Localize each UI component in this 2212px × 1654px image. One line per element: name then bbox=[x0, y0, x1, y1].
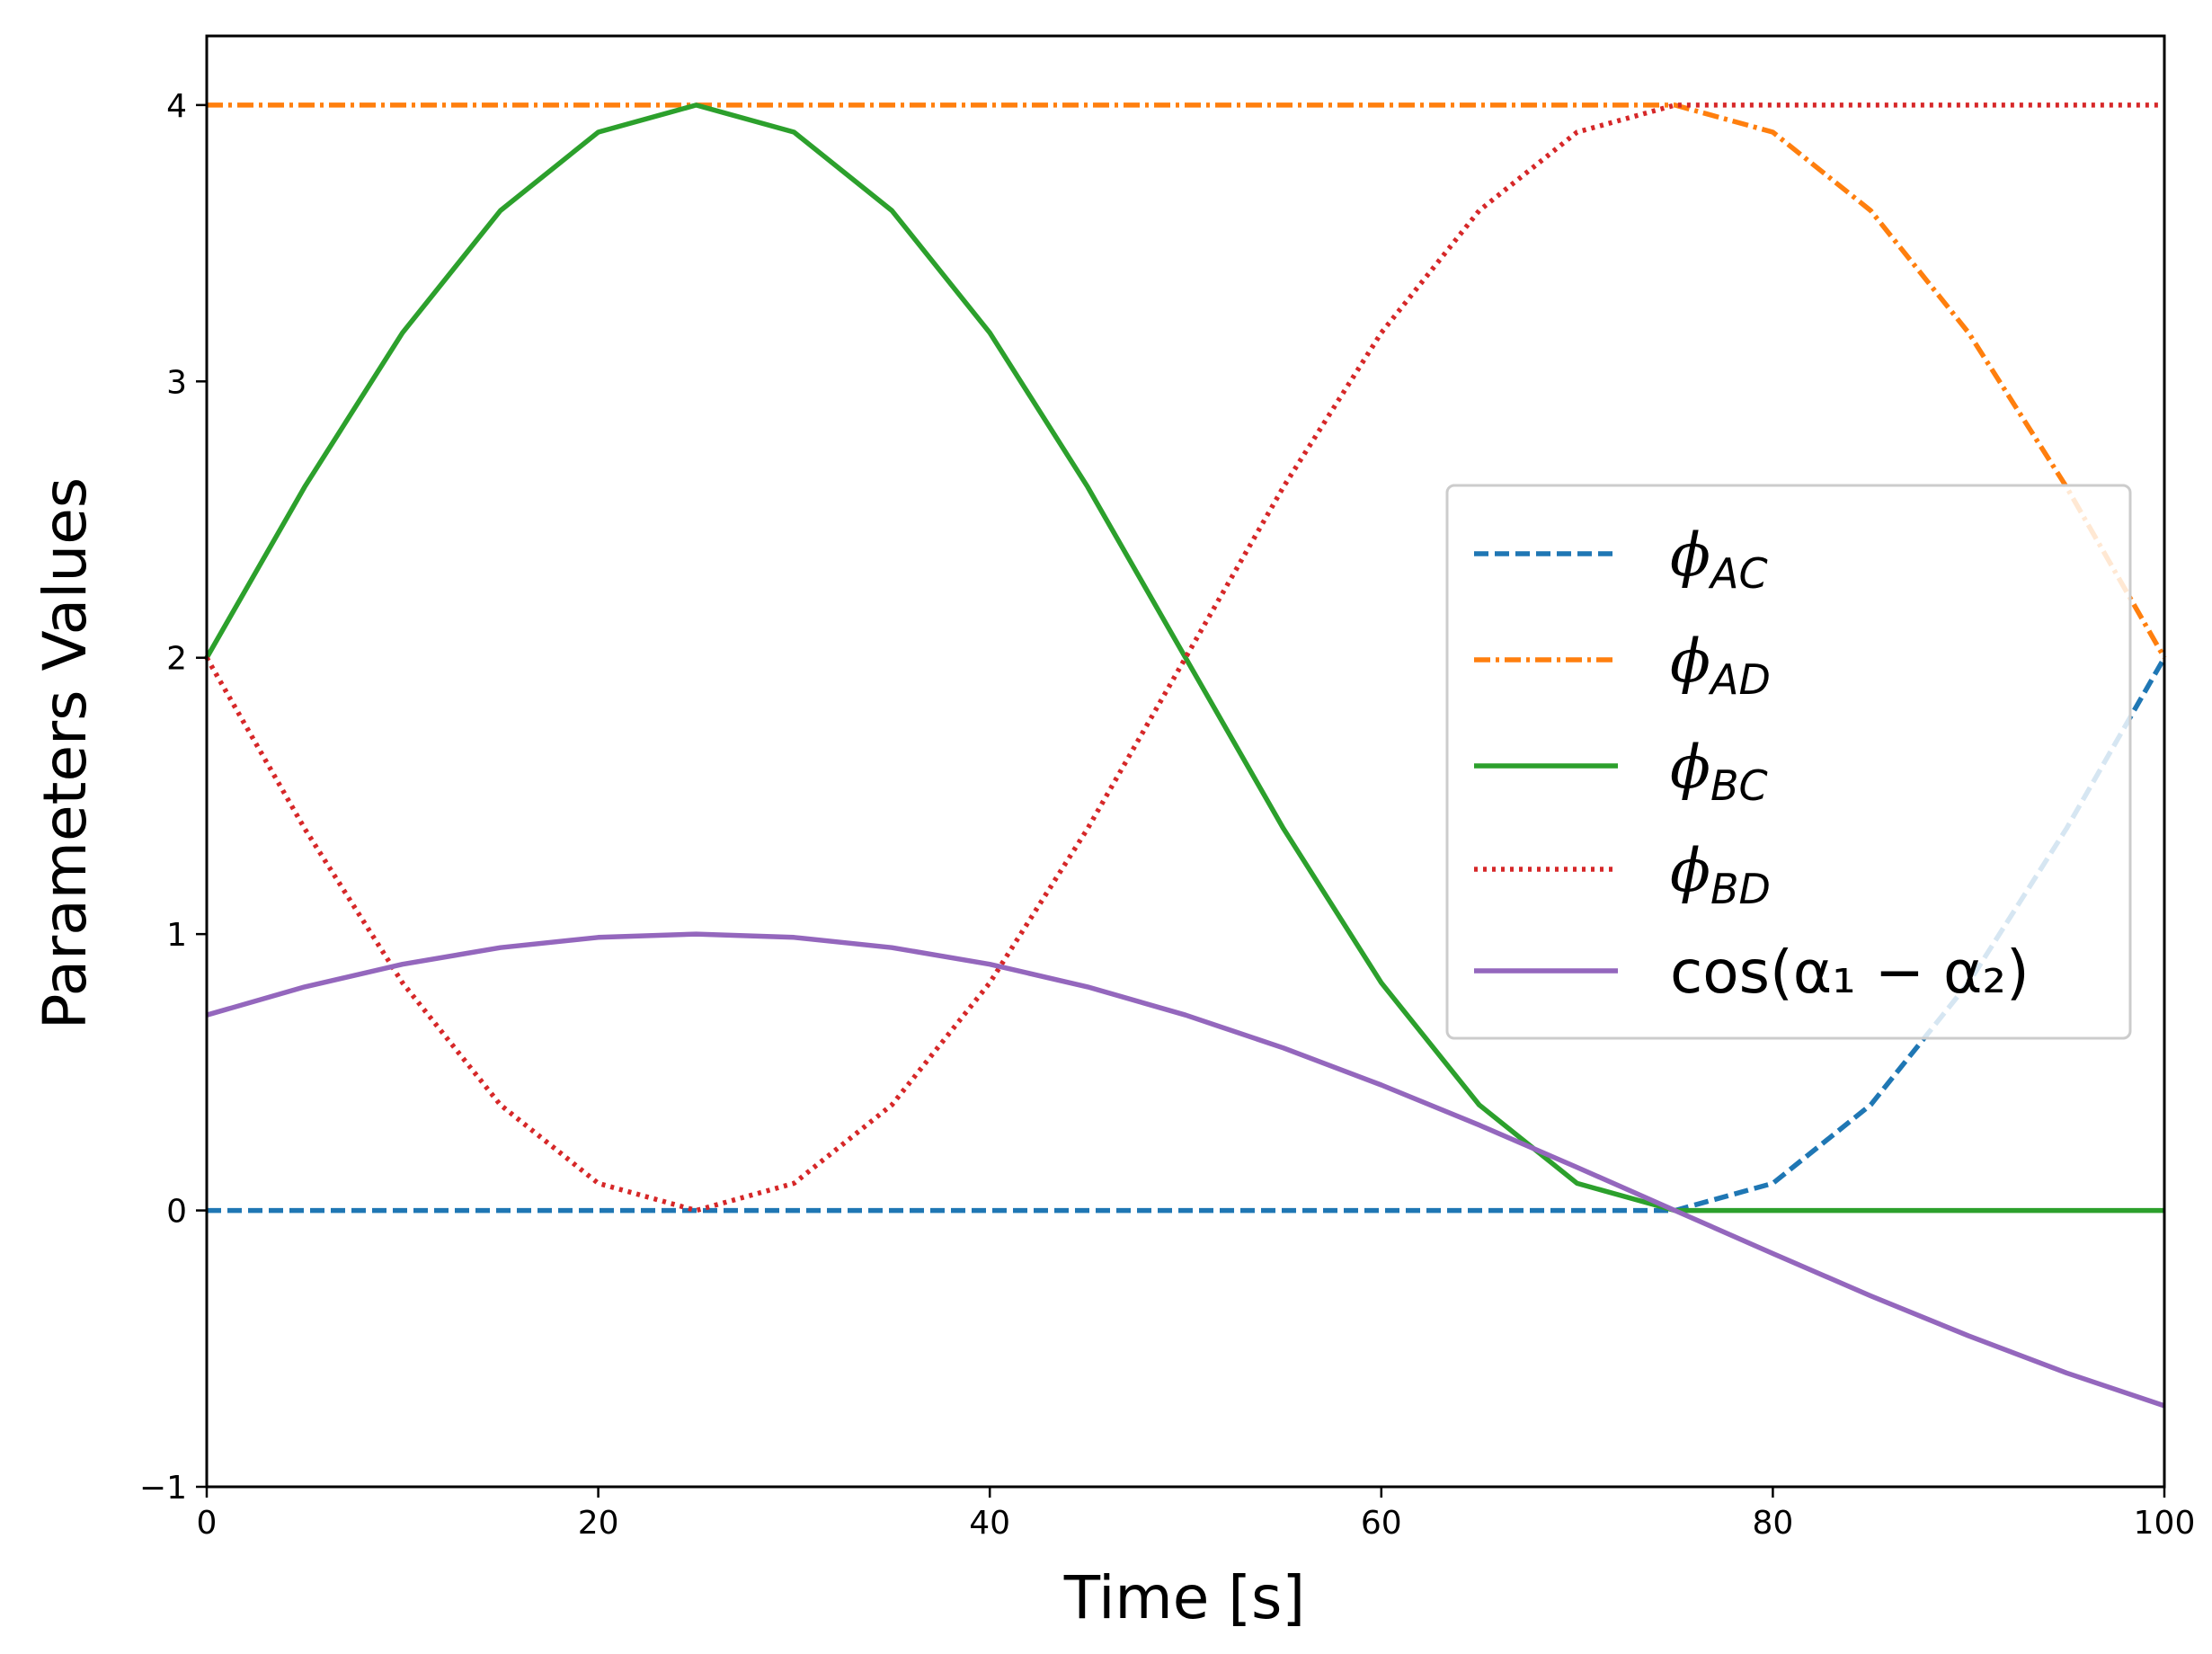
series-line-4 bbox=[204, 102, 2164, 1214]
y-tick-label: 3 bbox=[166, 364, 187, 401]
series-line-2 bbox=[207, 102, 2167, 660]
plot-frame bbox=[205, 34, 2166, 1489]
x-tick-label: 20 bbox=[578, 1505, 619, 1542]
x-tick-label: 0 bbox=[197, 1505, 218, 1542]
legend-label-1: ϕAC bbox=[1670, 520, 1768, 598]
y-tick-label: −1 bbox=[139, 1470, 187, 1507]
y-tick-label: 1 bbox=[166, 917, 187, 954]
series-line-5 bbox=[206, 931, 2165, 1409]
y-axis-title: Parameters Values bbox=[31, 477, 100, 1029]
ticks-layer: 0 20 40 60 80 100 −1 0 1 2 3 4 bbox=[139, 88, 2195, 1542]
x-tick-label: 60 bbox=[1361, 1505, 1402, 1542]
y-tick-label: 0 bbox=[166, 1194, 187, 1231]
x-tick-label: 40 bbox=[969, 1505, 1010, 1542]
series-layer bbox=[204, 102, 2167, 1409]
series-line-1 bbox=[207, 656, 2167, 1214]
series-line-3 bbox=[204, 102, 2164, 1214]
y-tick-label: 2 bbox=[166, 641, 187, 678]
legend-label-4: ϕBD bbox=[1670, 836, 1771, 913]
legend-label-3: ϕBC bbox=[1670, 733, 1768, 810]
legend-box bbox=[1445, 484, 2132, 1040]
legend-label-2: ϕAD bbox=[1670, 627, 1771, 704]
y-tick-label: 4 bbox=[166, 88, 187, 125]
legend: ϕAC ϕAD ϕBC ϕBD cos(α₁ − α₂) bbox=[1445, 484, 2132, 1040]
x-axis-title: Time [s] bbox=[1063, 1563, 1305, 1632]
axes-layer bbox=[205, 34, 2166, 1489]
legend-label-5: cos(α₁ − α₂) bbox=[1670, 938, 2030, 1007]
x-tick-label: 80 bbox=[1752, 1505, 1793, 1542]
x-tick-label: 100 bbox=[2134, 1505, 2196, 1542]
